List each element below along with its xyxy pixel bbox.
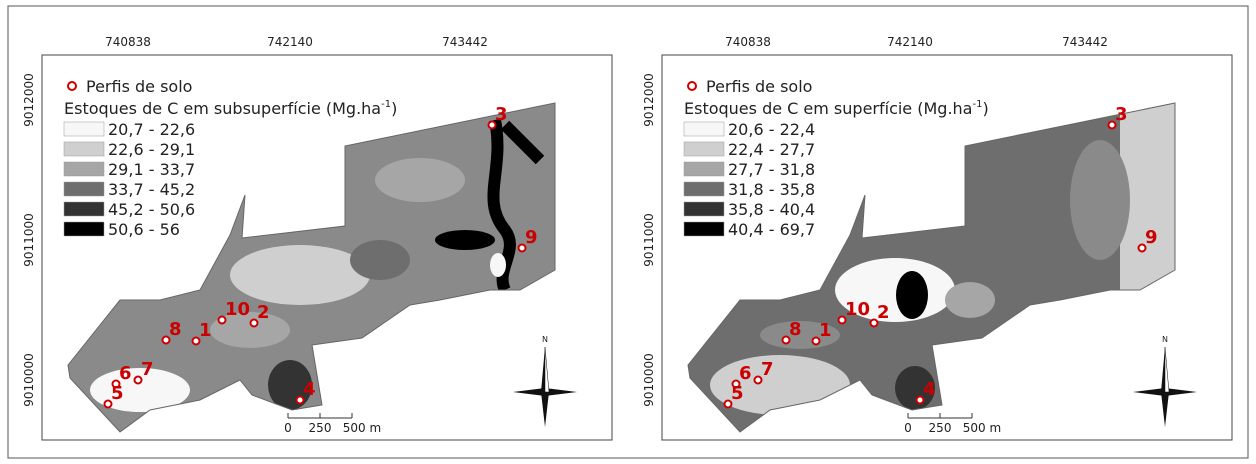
legend-swatch [684,142,724,156]
legend-class-label: 31,8 - 35,8 [728,180,815,199]
x-coordinate-label: 740838 [725,35,771,49]
soil-profile-label: 5 [731,383,744,404]
north-label: N [1162,335,1168,344]
soil-profile-label: 10 [225,299,250,320]
legend-class-label: 29,1 - 33,7 [108,160,195,179]
legend-title-sup: -1 [381,99,391,110]
x-coordinate-label: 742140 [887,35,933,49]
legend-point-symbol [688,82,696,90]
x-coordinate-label: 743442 [442,35,488,49]
legend-class-label: 27,7 - 31,8 [728,160,815,179]
y-coordinate-label: 9011000 [642,213,656,266]
legend-swatch [684,162,724,176]
soil-profile-label: 2 [877,302,890,323]
legend-class-label: 20,7 - 22,6 [108,120,195,139]
y-coordinate-label: 9010000 [22,353,36,406]
stock-zone [435,230,495,250]
soil-profile-label: 10 [845,299,870,320]
soil-profile-label: 1 [199,320,212,341]
scale-label: 0 [904,421,912,435]
map-panel: 740838 742140 743442 9012000 9011000 9010000 P… [642,35,1232,450]
soil-profile-label: 6 [119,363,132,384]
stock-zone [945,282,995,318]
legend-swatch [64,202,104,216]
legend-swatch [684,122,724,136]
legend-class-label: 45,2 - 50,6 [108,200,195,219]
legend-swatch [684,202,724,216]
legend-title-end: ) [982,99,988,118]
legend-class-label: 20,6 - 22,4 [728,120,815,139]
soil-profile-label: 7 [141,359,154,380]
legend-title: Estoques de C em subsuperfície (Mg.ha-1) [64,99,397,118]
soil-profile-label: 9 [525,227,538,248]
stock-zone [896,271,928,319]
soil-profile-label: 9 [1145,227,1158,248]
legend-points-label: Perfis de solo [706,77,812,96]
legend-swatch [64,182,104,196]
legend-swatch [64,162,104,176]
map-panel: 740838 742140 743442 9012000 9011000 9010000 P… [22,35,612,450]
legend-title-end: ) [391,99,397,118]
scale-label: 500 m [343,421,381,435]
y-coordinate-label: 9010000 [642,353,656,406]
scale-label: 0 [284,421,292,435]
legend-title-sup: -1 [972,99,982,110]
soil-profile-label: 4 [923,379,936,400]
soil-profile-label: 5 [111,383,124,404]
y-coordinate-label: 9011000 [22,213,36,266]
soil-profile-label: 3 [495,104,508,125]
soil-profile-label: 7 [761,359,774,380]
scale-label: 250 [309,421,332,435]
legend-title: Estoques de C em superfície (Mg.ha-1) [684,99,989,118]
stock-zone [490,253,506,277]
scale-label: 250 [929,421,952,435]
legend-swatch [684,222,724,236]
stock-zone [1070,140,1130,260]
soil-profile-label: 8 [789,319,802,340]
legend-class-label: 35,8 - 40,4 [728,200,815,219]
soil-profile-label: 4 [303,379,316,400]
legend-title-text: Estoques de C em subsuperfície (Mg.ha [64,99,381,118]
figure: 740838742140743442901200090110009010000P… [0,0,1256,464]
soil-profile-label: 6 [739,363,752,384]
y-coordinate-label: 9012000 [642,73,656,126]
legend-class-label: 50,6 - 56 [108,220,180,239]
x-coordinate-label: 743442 [1062,35,1108,49]
legend-class-label: 33,7 - 45,2 [108,180,195,199]
scale-label: 500 m [963,421,1001,435]
legend-class-label: 22,4 - 27,7 [728,140,815,159]
legend-points-label: Perfis de solo [86,77,192,96]
soil-profile-label: 2 [257,302,270,323]
soil-profile-label: 3 [1115,104,1128,125]
legend-class-label: 40,4 - 69,7 [728,220,815,239]
stock-zone [350,240,410,280]
stock-zone [230,245,370,305]
legend-point-symbol [68,82,76,90]
stock-zone [375,158,465,202]
legend-swatch [64,222,104,236]
legend-class-label: 22,6 - 29,1 [108,140,195,159]
north-label: N [542,335,548,344]
legend-swatch [64,142,104,156]
soil-profile-label: 1 [819,320,832,341]
y-coordinate-label: 9012000 [22,73,36,126]
soil-profile-label: 8 [169,319,182,340]
legend-swatch [64,122,104,136]
x-coordinate-label: 742140 [267,35,313,49]
x-coordinate-label: 740838 [105,35,151,49]
legend-swatch [684,182,724,196]
legend-title-text: Estoques de C em superfície (Mg.ha [684,99,972,118]
